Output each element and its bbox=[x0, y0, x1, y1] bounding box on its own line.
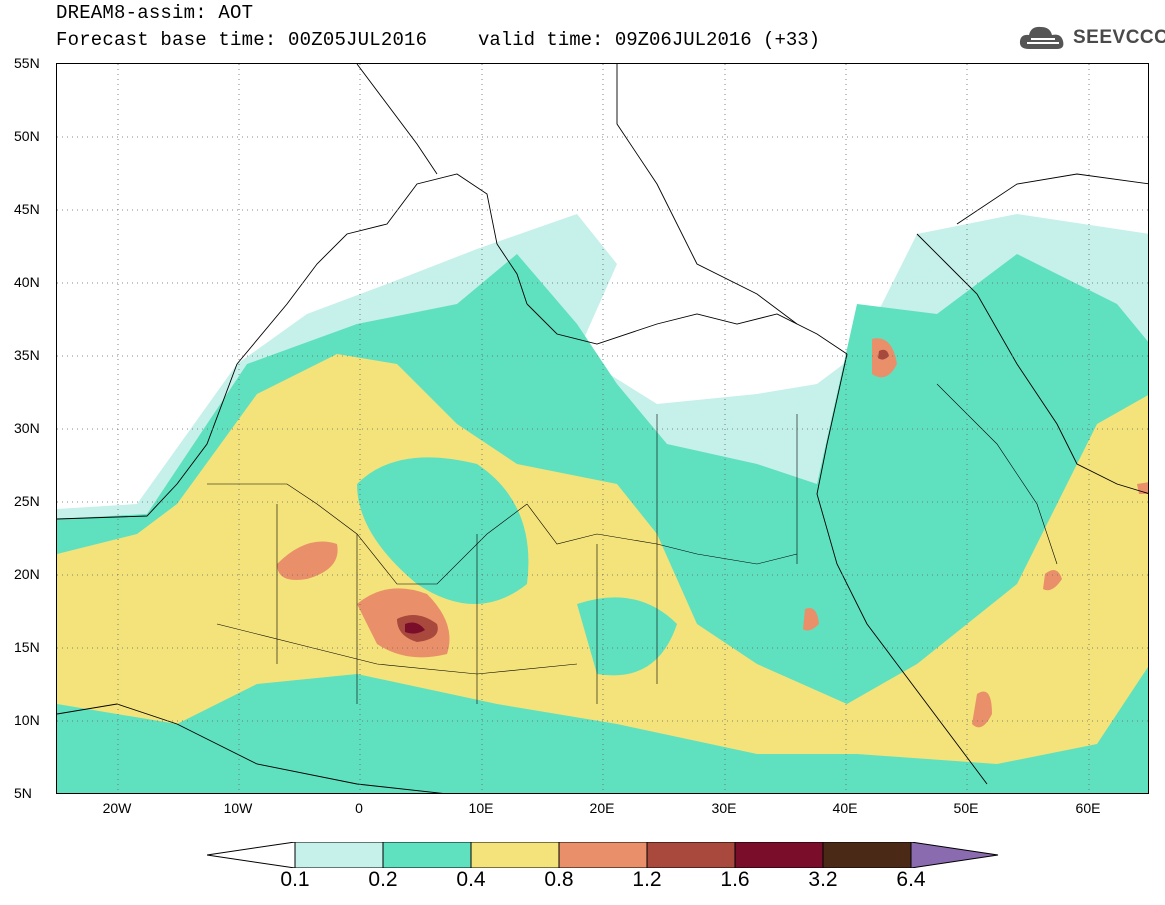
lat-label: 35N bbox=[14, 347, 40, 363]
lon-label: 20E bbox=[589, 800, 615, 816]
coastlines bbox=[57, 64, 1148, 793]
lat-label: 10N bbox=[14, 712, 40, 728]
cloud-icon bbox=[1019, 26, 1064, 49]
grid-lines bbox=[57, 64, 1148, 793]
colorbar-swatch bbox=[646, 842, 736, 868]
colorbar-label: 0.4 bbox=[456, 868, 486, 891]
colorbar bbox=[207, 842, 999, 868]
lon-label: 30E bbox=[711, 800, 737, 816]
aot-contour-0.4 bbox=[57, 354, 1148, 764]
map-title: DREAM8-assim: AOT bbox=[56, 2, 254, 24]
map-canvas bbox=[57, 64, 1148, 793]
colorbar-swatch bbox=[734, 842, 824, 868]
aot-contour-0.8 bbox=[277, 541, 338, 580]
lat-label: 5N bbox=[14, 785, 32, 801]
seevccc-logo: SEEVCCC bbox=[1017, 21, 1165, 57]
lat-label: 40N bbox=[14, 274, 40, 290]
colorbar-label: 3.2 bbox=[808, 868, 838, 891]
lon-label: 20W bbox=[102, 800, 132, 816]
colorbar-swatch bbox=[294, 842, 384, 868]
colorbar-label: 1.2 bbox=[632, 868, 662, 891]
lat-label: 20N bbox=[14, 566, 40, 582]
colorbar-swatch bbox=[470, 842, 560, 868]
colorbar-swatch bbox=[822, 842, 912, 868]
lat-label: 30N bbox=[14, 420, 40, 436]
aot-contour-1.6 bbox=[405, 622, 425, 634]
colorbar-label: 6.4 bbox=[896, 868, 926, 891]
lat-label: 50N bbox=[14, 128, 40, 144]
colorbar-swatch bbox=[382, 842, 472, 868]
aot-map bbox=[56, 63, 1149, 794]
lat-label: 45N bbox=[14, 201, 40, 217]
lon-label: 0 bbox=[355, 800, 363, 816]
lon-label: 10W bbox=[223, 800, 253, 816]
lat-label: 25N bbox=[14, 493, 40, 509]
lon-label: 60E bbox=[1075, 800, 1101, 816]
colorbar-under-arrow bbox=[207, 842, 296, 868]
lon-label: 40E bbox=[832, 800, 858, 816]
colorbar-label: 0.8 bbox=[544, 868, 574, 891]
lon-label: 10E bbox=[468, 800, 494, 816]
forecast-base-time: Forecast base time: 00Z05JUL2016 bbox=[56, 29, 428, 51]
lon-label: 50E bbox=[953, 800, 979, 816]
colorbar-over-arrow bbox=[910, 842, 999, 868]
logo-text: SEEVCCC bbox=[1073, 27, 1165, 48]
colorbar-swatch bbox=[558, 842, 648, 868]
colorbar-label: 0.2 bbox=[368, 868, 398, 891]
colorbar-label: 1.6 bbox=[720, 868, 750, 891]
lat-label: 55N bbox=[14, 55, 40, 71]
lat-label: 15N bbox=[14, 639, 40, 655]
valid-time: valid time: 09Z06JUL2016 (+33) bbox=[478, 29, 821, 51]
colorbar-label: 0.1 bbox=[280, 868, 310, 891]
